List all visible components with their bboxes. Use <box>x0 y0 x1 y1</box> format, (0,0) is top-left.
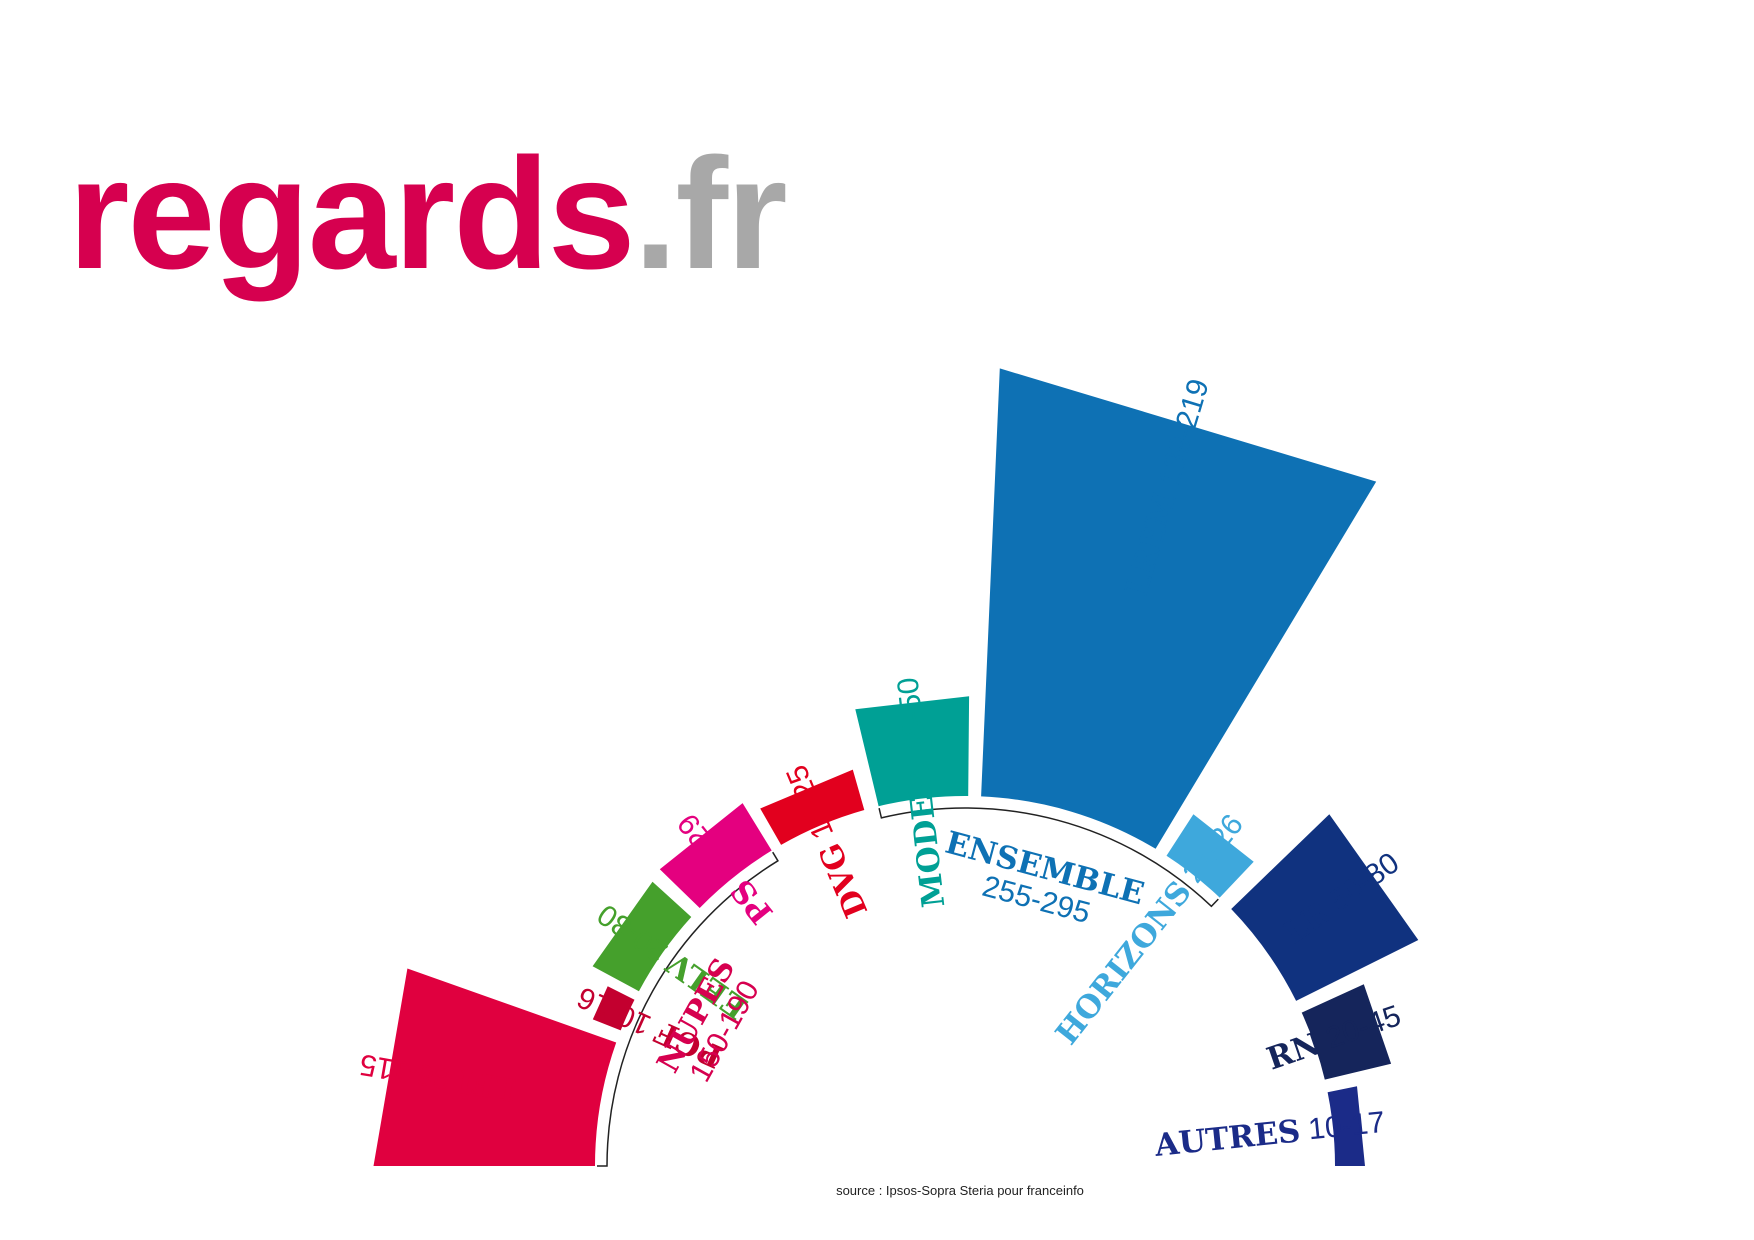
bar-eelv <box>592 881 692 992</box>
bar-ps <box>659 803 772 908</box>
bar-lr <box>1231 814 1419 1001</box>
group-label-ensemble: ENSEMBLE255-295 <box>934 825 1148 942</box>
logo-suffix: .fr <box>634 126 787 302</box>
party-name: DVG <box>812 838 875 923</box>
bar-autres <box>1327 1086 1365 1166</box>
svg-text:regards.fr: regards.fr <box>68 126 786 302</box>
bar-modem <box>855 696 970 807</box>
party-name: AUTRES <box>1152 1113 1302 1164</box>
bar-horizons <box>1166 814 1254 898</box>
bracket-nupes <box>597 851 779 1167</box>
logo-main: regards <box>68 126 634 302</box>
bracket-ensemble <box>878 807 1219 908</box>
label-modem: MODEM 45-50 <box>890 676 952 910</box>
source-note: source : Ipsos-Sopra Steria pour francei… <box>836 1183 1084 1198</box>
group-brackets <box>597 807 1219 1167</box>
bar-lfi <box>373 968 617 1166</box>
bar-dvg <box>760 769 865 845</box>
bar-lrem <box>981 368 1377 849</box>
logo: regards.fr <box>68 126 788 302</box>
bar-rn <box>1301 984 1392 1080</box>
bar-pcf <box>592 986 635 1031</box>
bar-group <box>373 368 1419 1166</box>
party-range: 10-17 <box>1298 1106 1386 1147</box>
